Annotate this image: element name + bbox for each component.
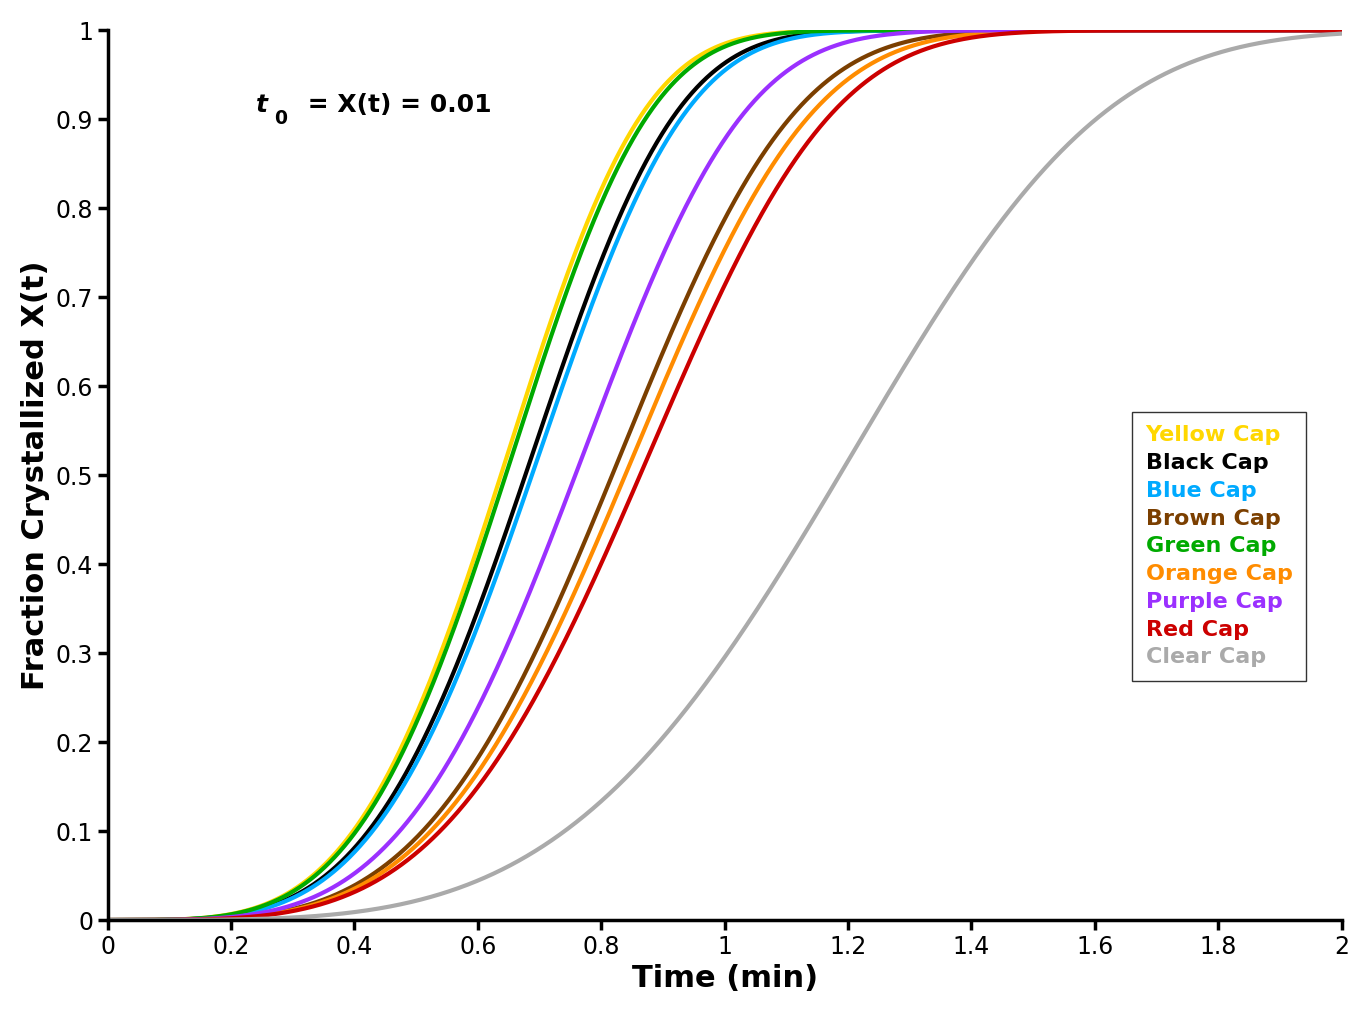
Yellow Cap bbox=[626, 120, 643, 132]
Yellow Cap bbox=[573, 232, 589, 244]
Line: Red Cap: Red Cap bbox=[108, 30, 1341, 920]
Green Cap bbox=[573, 247, 589, 260]
Brown Cap bbox=[100, 914, 116, 926]
Blue Cap bbox=[1249, 24, 1266, 37]
Blue Cap bbox=[100, 914, 116, 926]
Clear Cap bbox=[1177, 59, 1193, 71]
Red Cap bbox=[314, 898, 330, 911]
Yellow Cap bbox=[1166, 24, 1182, 37]
Clear Cap bbox=[1310, 29, 1326, 42]
Green Cap bbox=[1177, 24, 1193, 37]
Blue Cap bbox=[1310, 24, 1326, 37]
Green Cap bbox=[314, 864, 330, 876]
Red Cap bbox=[100, 914, 116, 926]
Yellow Cap bbox=[240, 903, 256, 916]
Purple Cap bbox=[1177, 24, 1193, 37]
Black Cap bbox=[314, 872, 330, 884]
Line: Yellow Cap: Yellow Cap bbox=[108, 30, 1341, 920]
Clear Cap bbox=[1333, 27, 1349, 40]
Black Cap bbox=[240, 907, 256, 919]
Black Cap bbox=[1310, 24, 1326, 37]
Green Cap bbox=[240, 904, 256, 917]
Red Cap bbox=[240, 911, 256, 923]
Black Cap bbox=[1177, 24, 1193, 37]
Orange Cap bbox=[573, 573, 589, 585]
Orange Cap bbox=[314, 896, 330, 909]
Orange Cap bbox=[100, 914, 116, 926]
Yellow Cap bbox=[1310, 24, 1326, 37]
Clear Cap bbox=[100, 914, 116, 926]
Brown Cap bbox=[240, 911, 256, 923]
Red Cap bbox=[1310, 24, 1326, 37]
Blue Cap bbox=[240, 907, 256, 919]
Yellow Cap bbox=[1333, 24, 1349, 37]
Purple Cap bbox=[240, 909, 256, 921]
Black Cap bbox=[573, 308, 589, 320]
Clear Cap bbox=[573, 812, 589, 824]
Text: 0: 0 bbox=[274, 108, 288, 128]
Green Cap bbox=[1178, 24, 1195, 37]
Blue Cap bbox=[1333, 24, 1349, 37]
Purple Cap bbox=[1333, 24, 1349, 37]
Line: Black Cap: Black Cap bbox=[108, 30, 1341, 920]
Orange Cap bbox=[1177, 24, 1193, 37]
Green Cap bbox=[100, 914, 116, 926]
Clear Cap bbox=[626, 764, 643, 776]
Brown Cap bbox=[573, 545, 589, 557]
Purple Cap bbox=[573, 454, 589, 466]
Red Cap bbox=[1177, 24, 1193, 37]
Black Cap bbox=[626, 178, 643, 191]
Orange Cap bbox=[1333, 24, 1349, 37]
Red Cap bbox=[573, 601, 589, 613]
Red Cap bbox=[1333, 24, 1349, 37]
Line: Orange Cap: Orange Cap bbox=[108, 30, 1341, 920]
Purple Cap bbox=[314, 887, 330, 899]
Blue Cap bbox=[626, 196, 643, 208]
Line: Purple Cap: Purple Cap bbox=[108, 30, 1341, 920]
Blue Cap bbox=[314, 875, 330, 887]
Brown Cap bbox=[1310, 24, 1326, 37]
Red Cap bbox=[626, 483, 643, 495]
Yellow Cap bbox=[1177, 24, 1193, 37]
Line: Green Cap: Green Cap bbox=[108, 30, 1341, 920]
Orange Cap bbox=[626, 447, 643, 459]
Orange Cap bbox=[1310, 24, 1326, 37]
Orange Cap bbox=[240, 911, 256, 923]
Yellow Cap bbox=[314, 862, 330, 874]
Clear Cap bbox=[240, 913, 256, 925]
Brown Cap bbox=[1333, 24, 1349, 37]
Line: Brown Cap: Brown Cap bbox=[108, 30, 1341, 920]
Green Cap bbox=[1310, 24, 1326, 37]
Blue Cap bbox=[573, 329, 589, 341]
Legend: Yellow Cap, Black Cap, Blue Cap, Brown Cap, Green Cap, Orange Cap, Purple Cap, R: Yellow Cap, Black Cap, Blue Cap, Brown C… bbox=[1133, 412, 1306, 680]
X-axis label: Time (min): Time (min) bbox=[632, 964, 818, 993]
Black Cap bbox=[100, 914, 116, 926]
Y-axis label: Fraction Crystallized X(t): Fraction Crystallized X(t) bbox=[21, 261, 49, 690]
Green Cap bbox=[1333, 24, 1349, 37]
Brown Cap bbox=[1177, 24, 1193, 37]
Brown Cap bbox=[626, 415, 643, 427]
Blue Cap bbox=[1177, 24, 1193, 37]
Green Cap bbox=[626, 131, 643, 143]
Purple Cap bbox=[100, 914, 116, 926]
Yellow Cap bbox=[100, 914, 116, 926]
Clear Cap bbox=[314, 910, 330, 922]
Purple Cap bbox=[1310, 24, 1326, 37]
Line: Clear Cap: Clear Cap bbox=[108, 33, 1341, 920]
Brown Cap bbox=[314, 894, 330, 907]
Black Cap bbox=[1232, 24, 1248, 37]
Line: Blue Cap: Blue Cap bbox=[108, 30, 1341, 920]
Text: t: t bbox=[256, 92, 267, 117]
Text: = X(t) = 0.01: = X(t) = 0.01 bbox=[299, 92, 492, 117]
Black Cap bbox=[1333, 24, 1349, 37]
Purple Cap bbox=[626, 316, 643, 329]
